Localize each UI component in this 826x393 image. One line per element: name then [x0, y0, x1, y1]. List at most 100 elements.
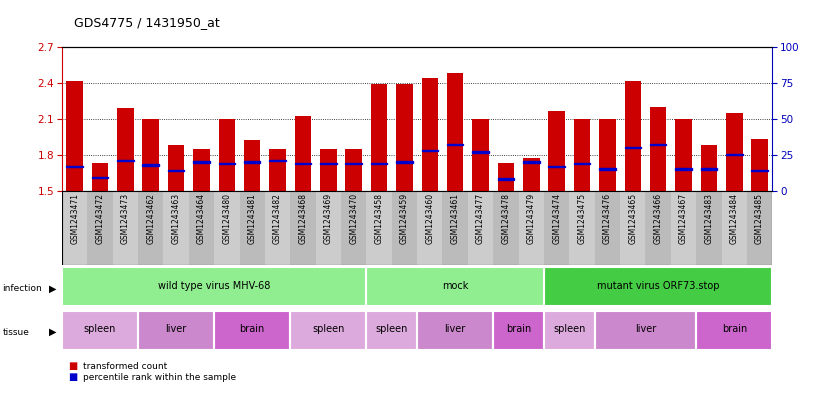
Text: spleen: spleen: [312, 324, 344, 334]
Bar: [671, 191, 696, 265]
Text: GSM1243465: GSM1243465: [629, 193, 638, 244]
Bar: [747, 191, 772, 265]
Text: GSM1243473: GSM1243473: [121, 193, 130, 244]
Bar: [726, 113, 743, 191]
Text: GSM1243475: GSM1243475: [577, 193, 586, 244]
Bar: [544, 191, 569, 265]
Bar: [290, 310, 367, 350]
Text: GSM1243461: GSM1243461: [451, 193, 460, 244]
Bar: [752, 139, 768, 191]
Text: GSM1243469: GSM1243469: [324, 193, 333, 244]
Bar: [143, 119, 159, 191]
Bar: [676, 119, 691, 191]
Text: GSM1243464: GSM1243464: [197, 193, 206, 244]
Bar: [295, 163, 311, 164]
Text: GSM1243485: GSM1243485: [755, 193, 764, 244]
Bar: [62, 267, 367, 307]
Bar: [193, 149, 210, 191]
Bar: [752, 170, 768, 171]
Text: GSM1243479: GSM1243479: [527, 193, 536, 244]
Bar: [548, 165, 565, 167]
Text: GSM1243462: GSM1243462: [146, 193, 155, 244]
Bar: [62, 191, 88, 265]
Bar: [696, 310, 772, 350]
Text: GSM1243460: GSM1243460: [425, 193, 434, 244]
Bar: [443, 191, 468, 265]
Bar: [244, 140, 260, 191]
Bar: [447, 73, 463, 191]
Bar: [112, 191, 138, 265]
Bar: [574, 119, 591, 191]
Text: GSM1243467: GSM1243467: [679, 193, 688, 244]
Bar: [595, 191, 620, 265]
Bar: [417, 191, 443, 265]
Text: GSM1243466: GSM1243466: [653, 193, 662, 244]
Bar: [700, 168, 717, 170]
Bar: [320, 149, 336, 191]
Text: GSM1243482: GSM1243482: [273, 193, 282, 244]
Bar: [493, 191, 519, 265]
Bar: [599, 119, 615, 191]
Bar: [493, 310, 544, 350]
Bar: [367, 310, 417, 350]
Bar: [92, 177, 108, 178]
Bar: [696, 310, 772, 350]
Bar: [117, 108, 134, 191]
Text: liver: liver: [635, 324, 656, 334]
Bar: [62, 310, 138, 350]
Bar: [696, 191, 722, 265]
Bar: [345, 149, 362, 191]
Bar: [544, 267, 772, 307]
Bar: [624, 147, 641, 148]
Text: spleen: spleen: [376, 324, 408, 334]
Text: liver: liver: [165, 324, 187, 334]
Bar: [472, 119, 489, 191]
Bar: [66, 165, 83, 167]
Text: GSM1243481: GSM1243481: [248, 193, 257, 244]
Bar: [265, 191, 290, 265]
Bar: [493, 310, 544, 350]
Bar: [498, 178, 514, 180]
Bar: [624, 81, 641, 191]
Bar: [519, 191, 544, 265]
Bar: [92, 163, 108, 191]
Bar: [620, 191, 645, 265]
Bar: [219, 119, 235, 191]
Bar: [396, 161, 413, 163]
Text: mock: mock: [442, 281, 468, 291]
Bar: [396, 84, 413, 191]
Bar: [417, 310, 493, 350]
Bar: [367, 310, 417, 350]
Bar: [392, 191, 417, 265]
Bar: [214, 310, 290, 350]
Bar: [88, 191, 112, 265]
Bar: [345, 163, 362, 164]
Text: GSM1243472: GSM1243472: [96, 193, 105, 244]
Bar: [269, 160, 286, 161]
Bar: [421, 150, 438, 151]
Bar: [168, 145, 184, 191]
Text: spleen: spleen: [83, 324, 116, 334]
Bar: [341, 191, 367, 265]
Bar: [138, 310, 214, 350]
Text: GSM1243476: GSM1243476: [603, 193, 612, 244]
Text: spleen: spleen: [553, 324, 586, 334]
Bar: [66, 81, 83, 191]
Bar: [645, 191, 671, 265]
Bar: [244, 161, 260, 163]
Bar: [367, 191, 392, 265]
Bar: [468, 191, 493, 265]
Text: GSM1243463: GSM1243463: [172, 193, 181, 244]
Text: GSM1243478: GSM1243478: [501, 193, 510, 244]
Text: GSM1243484: GSM1243484: [729, 193, 738, 244]
Text: GSM1243483: GSM1243483: [705, 193, 714, 244]
Bar: [219, 163, 235, 164]
Bar: [548, 110, 565, 191]
Text: brain: brain: [722, 324, 747, 334]
Bar: [722, 191, 747, 265]
Text: GDS4775 / 1431950_at: GDS4775 / 1431950_at: [74, 16, 220, 29]
Bar: [295, 116, 311, 191]
Bar: [62, 267, 367, 307]
Bar: [138, 310, 214, 350]
Bar: [193, 161, 210, 163]
